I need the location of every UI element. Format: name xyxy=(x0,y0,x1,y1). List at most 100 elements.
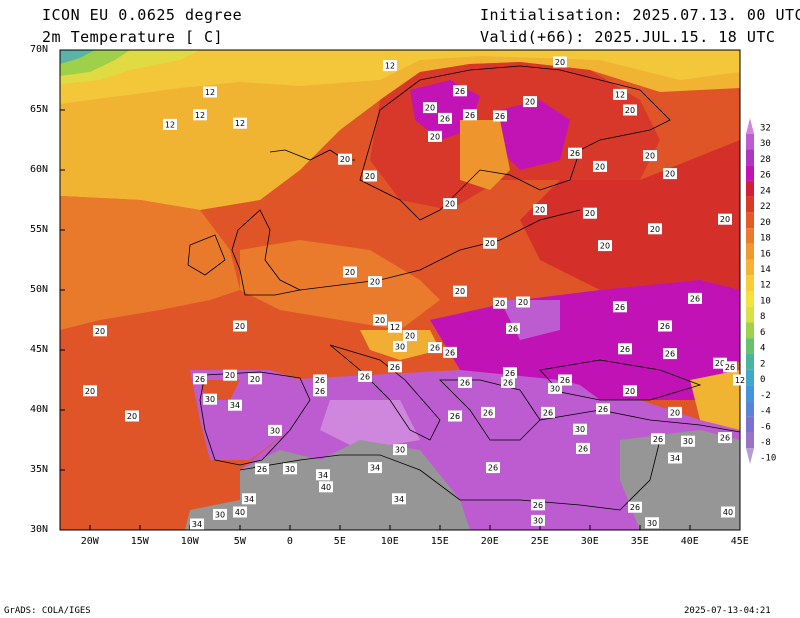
contour-label-text: 26 xyxy=(570,149,580,158)
contour-label-text: 12 xyxy=(615,90,625,99)
contour-label-text: 20 xyxy=(375,316,385,325)
contour-label-box xyxy=(125,410,139,422)
lat-label: 65N xyxy=(30,104,49,115)
colorbar-label: 28 xyxy=(760,155,771,165)
contour-label-box xyxy=(313,385,327,397)
contour-label: 30 xyxy=(531,514,545,526)
contour-label: 20 xyxy=(223,369,237,381)
contour-label: 20 xyxy=(363,170,377,182)
contour-label: 26 xyxy=(453,85,467,97)
contour-label-text: 26 xyxy=(460,378,470,387)
variable-title: 2m Temperature [ C] xyxy=(42,28,224,46)
contour-label-text: 20 xyxy=(405,332,415,341)
contour-label-text: 30 xyxy=(215,510,225,519)
colorbar-label: 0 xyxy=(760,375,765,385)
contour-label-text: 12 xyxy=(165,120,175,129)
contour-label-box xyxy=(233,117,247,129)
contour-label-box xyxy=(268,424,282,436)
contour-label-box xyxy=(453,85,467,97)
colorbar-swatch xyxy=(746,212,754,229)
contour-label: 40 xyxy=(319,481,333,493)
contour-label-box xyxy=(203,86,217,98)
contour-label: 26 xyxy=(651,433,665,445)
colorbar-label: 22 xyxy=(760,202,771,212)
contour-label-text: 20 xyxy=(670,408,680,417)
contour-label: 30 xyxy=(393,444,407,456)
lat-label: 50N xyxy=(30,284,49,295)
colorbar-label: 20 xyxy=(760,218,771,228)
contour-label: 26 xyxy=(723,361,737,373)
contour-label-box xyxy=(688,292,702,304)
colorbar-label: 18 xyxy=(760,234,771,244)
contour-label-text: 20 xyxy=(715,359,725,368)
contour-label-box xyxy=(663,348,677,360)
contour-label: 20 xyxy=(713,357,727,369)
contour-label: 20 xyxy=(443,198,457,210)
lat-label: 40N xyxy=(30,404,49,415)
contour-label: 34 xyxy=(368,462,382,474)
contour-label-text: 20 xyxy=(518,298,528,307)
lon-label: 15W xyxy=(130,536,149,547)
contour-label: 26 xyxy=(503,367,517,379)
contour-label-text: 34 xyxy=(192,520,202,529)
lon-label: 40E xyxy=(680,536,699,547)
contour-label-box xyxy=(233,506,247,518)
lat-label: 55N xyxy=(30,224,49,235)
colorbar-swatch xyxy=(746,118,754,134)
footer-software: GrADS: COLA/IGES xyxy=(4,606,91,616)
contour-label-text: 26 xyxy=(195,375,205,384)
contour-label: 26 xyxy=(558,374,572,386)
contour-label-box xyxy=(598,240,612,252)
contour-label: 12 xyxy=(388,321,402,333)
contour-label: 34 xyxy=(668,452,682,464)
colorbar-label: 32 xyxy=(760,123,771,133)
contour-label-box xyxy=(663,168,677,180)
contour-label: 26 xyxy=(493,110,507,122)
contour-label-text: 30 xyxy=(285,465,295,474)
contour-label-text: 26 xyxy=(505,369,515,378)
contour-label-text: 12 xyxy=(205,88,215,97)
contour-label-box xyxy=(733,374,747,386)
contour-label-box xyxy=(596,403,610,415)
contour-label-box xyxy=(343,266,357,278)
contour-label-box xyxy=(388,361,402,373)
contour-label-text: 20 xyxy=(665,170,675,179)
contour-label-box xyxy=(242,493,256,505)
contour-label-text: 20 xyxy=(625,387,635,396)
colorbar-label: -8 xyxy=(760,438,771,448)
contour-label-box xyxy=(503,367,517,379)
contour-label-box xyxy=(531,499,545,511)
contour-label-box xyxy=(645,517,659,529)
contour-label: 20 xyxy=(663,168,677,180)
contour-label-box xyxy=(443,198,457,210)
contour-label-box xyxy=(643,150,657,162)
contour-label-text: 26 xyxy=(360,372,370,381)
lon-label: 45E xyxy=(730,536,749,547)
lon-label: 10W xyxy=(180,536,199,547)
contour-label-text: 30 xyxy=(205,395,215,404)
contour-label-text: 20 xyxy=(235,322,245,331)
contour-label: 26 xyxy=(458,376,472,388)
contour-label-text: 20 xyxy=(495,299,505,308)
contour-label: 26 xyxy=(506,322,520,334)
contour-label-box xyxy=(623,385,637,397)
contour-label-box xyxy=(558,374,572,386)
contour-label-box xyxy=(319,481,333,493)
contour-label: 12 xyxy=(163,118,177,130)
colorbar-swatch xyxy=(746,385,754,402)
contour-label: 34 xyxy=(392,493,406,505)
colorbar-swatch xyxy=(746,401,754,417)
contour-label-box xyxy=(463,109,477,121)
contour-label-text: 40 xyxy=(321,483,331,492)
contour-label: 20 xyxy=(598,240,612,252)
contour-label-text: 26 xyxy=(690,294,700,303)
colorbar-label: 2 xyxy=(760,359,765,369)
lon-label: 0 xyxy=(286,536,293,547)
contour-label-box xyxy=(190,518,204,530)
contour-label-box xyxy=(613,301,627,313)
contour-label: 30 xyxy=(573,423,587,435)
contour-label-text: 12 xyxy=(235,119,245,128)
contour-label-text: 20 xyxy=(127,412,137,421)
